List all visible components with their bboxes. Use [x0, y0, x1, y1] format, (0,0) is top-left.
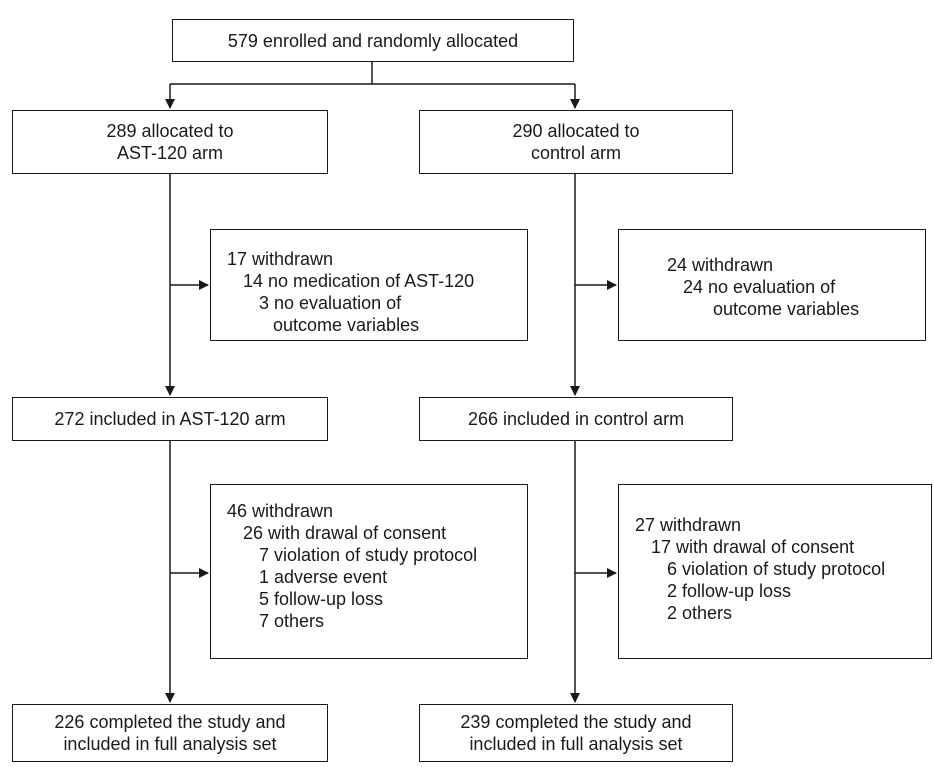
left-included-box: 272 included in AST-120 arm — [12, 397, 328, 441]
right-allocated-box: 290 allocated to control arm — [419, 110, 733, 174]
withdrawal-reason-line: 24 no evaluation of — [683, 277, 836, 297]
right-withdrawn-box-1: 24 withdrawn 24 no evaluation of outcome v… — [618, 229, 926, 341]
withdrawal-reason-line: 1 adverse event — [259, 567, 388, 587]
right-withdrawn-1-list: 24 withdrawn 24 no evaluation of outcome v… — [667, 254, 925, 320]
right-withdrawn-2-list: 27 withdrawn 17 with drawal of consent 6 v… — [635, 514, 931, 624]
right-completed-line-1: 239 completed the study and — [460, 712, 692, 732]
left-included-text: 272 included in AST-120 arm — [54, 409, 286, 429]
left-completed-box: 226 completed the study and included in … — [12, 704, 328, 762]
left-allocated-line-2: AST-120 arm — [116, 143, 224, 163]
withdrawal-reason-line: 14 no medication of AST-120 — [243, 271, 475, 291]
withdrawal-reason-line: 26 with drawal of consent — [243, 523, 447, 543]
withdrawal-reason-line: 17 with drawal of consent — [651, 537, 855, 557]
right-withdrawn-box-2: 27 withdrawn 17 with drawal of consent 6 v… — [618, 484, 932, 659]
withdrawal-reason-line: 3 no evaluation of — [259, 293, 402, 313]
withdrawal-reason-line: 6 violation of study protocol — [667, 559, 886, 579]
withdrawal-reason-line: 46 withdrawn — [227, 501, 334, 521]
withdrawal-reason-line: 27 withdrawn — [635, 515, 742, 535]
right-allocated-line-2: control arm — [530, 143, 622, 163]
withdrawal-reason-line: 17 withdrawn — [227, 249, 334, 269]
withdrawal-reason-line: outcome variables — [273, 315, 420, 335]
withdrawal-reason-line: 7 violation of study protocol — [259, 545, 478, 565]
right-included-text: 266 included in control arm — [467, 409, 685, 429]
left-completed-line-1: 226 completed the study and — [54, 712, 286, 732]
left-withdrawn-box-1: 17 withdrawn 14 no medication of AST-120 3… — [210, 229, 528, 341]
enrolled-box: 579 enrolled and randomly allocated — [172, 19, 574, 62]
right-included-box: 266 included in control arm — [419, 397, 733, 441]
left-completed-line-2: included in full analysis set — [63, 734, 277, 754]
left-allocated-box: 289 allocated to AST-120 arm — [12, 110, 328, 174]
right-completed-box: 239 completed the study and included in … — [419, 704, 733, 762]
left-withdrawn-1-list: 17 withdrawn 14 no medication of AST-120 3… — [227, 248, 527, 336]
right-completed-line-2: included in full analysis set — [469, 734, 683, 754]
withdrawal-reason-line: 24 withdrawn — [667, 255, 774, 275]
withdrawal-reason-line: 7 others — [259, 611, 325, 631]
enrolled-text: 579 enrolled and randomly allocated — [227, 30, 519, 51]
withdrawal-reason-line: 2 follow-up loss — [667, 581, 792, 601]
right-allocated-line-1: 290 allocated to — [512, 121, 640, 141]
withdrawal-reason-line: outcome variables — [713, 299, 860, 319]
left-withdrawn-box-2: 46 withdrawn 26 with drawal of consent 7 v… — [210, 484, 528, 659]
withdrawal-reason-line: 2 others — [667, 603, 733, 623]
withdrawal-reason-line: 5 follow-up loss — [259, 589, 384, 609]
left-allocated-line-1: 289 allocated to — [106, 121, 234, 141]
left-withdrawn-2-list: 46 withdrawn 26 with drawal of consent 7 v… — [227, 500, 527, 632]
